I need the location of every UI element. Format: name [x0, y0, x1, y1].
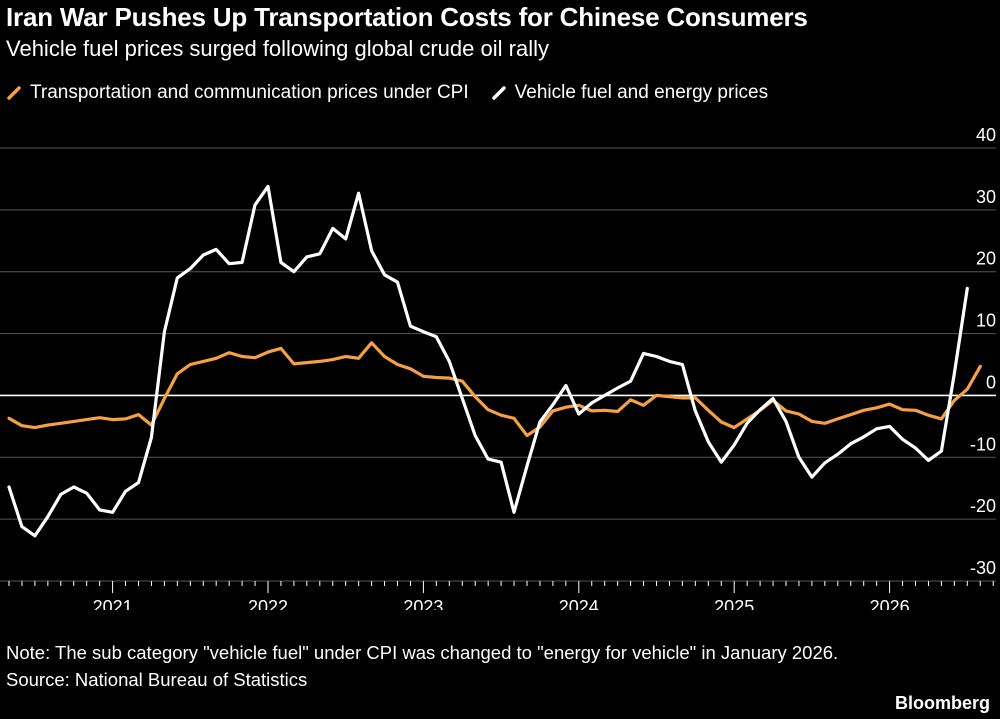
legend-swatch-fuel-icon — [491, 86, 506, 100]
x-tick-label: 2024 — [559, 597, 599, 610]
series-line-fuel — [7, 184, 969, 538]
y-tick-label: -10 — [970, 434, 996, 454]
legend-label-fuel: Vehicle fuel and energy prices — [514, 82, 769, 103]
series-line-transport — [7, 341, 982, 438]
chart-source: Source: National Bureau of Statistics — [6, 669, 308, 690]
y-tick-label: -20 — [970, 496, 996, 516]
legend-swatch-transport-icon — [7, 86, 21, 100]
line-chart: 2021 2022 2023 2024 2025 2026 40 30 20 10 0 -10 -20… — [0, 125, 996, 610]
x-axis: 2021 2022 2023 2024 2025 2026 — [8, 581, 994, 610]
x-tick-label: 2025 — [714, 597, 754, 610]
y-axis-labels: 40 30 20 10 0 -10 -20 -30 — [970, 125, 996, 578]
legend-item-fuel: Vehicle fuel and energy prices — [491, 82, 769, 104]
y-tick-label: 20 — [976, 249, 996, 269]
series-layer — [7, 184, 982, 538]
x-tick-label: 2021 — [93, 597, 133, 610]
x-tick-label: 2023 — [403, 597, 443, 610]
legend-item-transport: Transportation and communication prices … — [6, 82, 469, 104]
chart-note: Note: The sub category "vehicle fuel" un… — [6, 642, 839, 663]
y-tick-label: -30 — [970, 558, 996, 578]
chart-subtitle: Vehicle fuel prices surged following glo… — [6, 36, 549, 61]
y-tick-label: 10 — [976, 311, 996, 331]
bloomberg-logo: Bloomberg — [894, 693, 990, 713]
grid-layer — [0, 147, 996, 582]
legend-label-transport: Transportation and communication prices … — [30, 82, 469, 103]
legend: Transportation and communication prices … — [6, 82, 790, 104]
x-tick-label: 2026 — [870, 597, 910, 610]
chart-title: Iran War Pushes Up Transportation Costs … — [6, 2, 808, 32]
y-tick-label: 40 — [976, 125, 996, 145]
y-tick-label: 0 — [986, 372, 996, 392]
x-tick-label: 2022 — [248, 597, 288, 610]
y-tick-label: 30 — [976, 187, 996, 207]
